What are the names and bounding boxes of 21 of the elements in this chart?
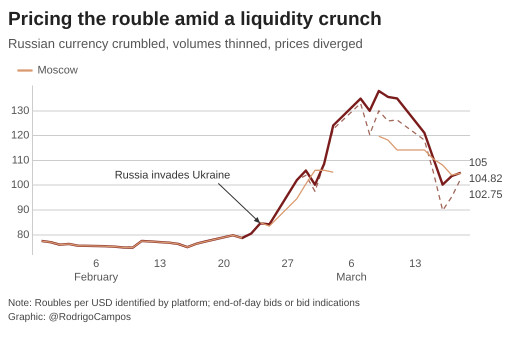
y-tick-label: 90	[17, 204, 30, 216]
x-tick-label: 20	[218, 258, 230, 270]
x-tick-label: 6 March	[336, 258, 367, 284]
text: Graphic: @RodrigoCampos	[8, 311, 132, 325]
x-tick-label: 27	[282, 258, 294, 270]
text: Note: Roubles per USD identified by platform; end-of-day bids or bid indications	[8, 297, 361, 311]
annotation: Russia invades Ukraine	[114, 169, 230, 182]
data-label: 105	[468, 156, 488, 169]
chart-subtitle: Russian currency crumbled, volumes thinned, prices diverged	[8, 36, 364, 51]
data-label: 102.75	[468, 188, 503, 201]
data-label: 104.82	[468, 172, 503, 185]
chart-title: Pricing the rouble amid a liquidity crunch	[8, 8, 383, 32]
y-tick-label: 110	[12, 154, 30, 166]
y-tick-label: 120	[10, 130, 30, 142]
legend-label: Moscow	[38, 64, 78, 77]
x-tick-label: 13	[154, 258, 166, 270]
x-tick-label: 6 February	[74, 258, 119, 284]
y-tick-label: 130	[10, 104, 30, 117]
x-tick-label: 13	[409, 258, 422, 270]
y-tick-label: 100	[10, 179, 30, 192]
y-tick-label: 80	[17, 228, 30, 241]
